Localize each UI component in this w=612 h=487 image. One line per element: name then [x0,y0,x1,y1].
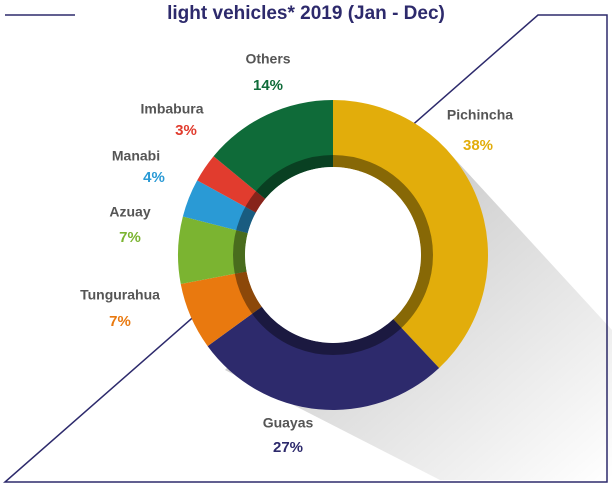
slice [180,271,262,347]
slice [333,100,489,368]
category-label: Others [245,51,290,67]
slice [213,100,333,199]
chart-title: light vehicles* 2019 (Jan - Dec) [167,3,445,24]
category-label: Imbabura [140,101,203,117]
slice [197,156,266,213]
value-label: 14% [253,77,283,94]
category-label: Guayas [263,415,314,431]
value-label: 4% [143,169,165,186]
value-label: 3% [175,122,197,139]
slice [178,216,248,285]
category-label: Azuay [109,204,150,220]
value-label: 27% [273,439,303,456]
slice [182,180,256,234]
slice [207,306,440,411]
value-label: 38% [463,137,493,154]
value-label: 7% [109,313,131,330]
category-label: Tungurahua [80,287,160,303]
inner-ring-shade [233,155,433,355]
category-label: Manabi [112,148,160,164]
value-label: 7% [119,229,141,246]
category-label: Pichincha [447,107,513,123]
donut-hole [245,167,421,343]
donut [178,100,489,411]
frame [3,14,608,483]
